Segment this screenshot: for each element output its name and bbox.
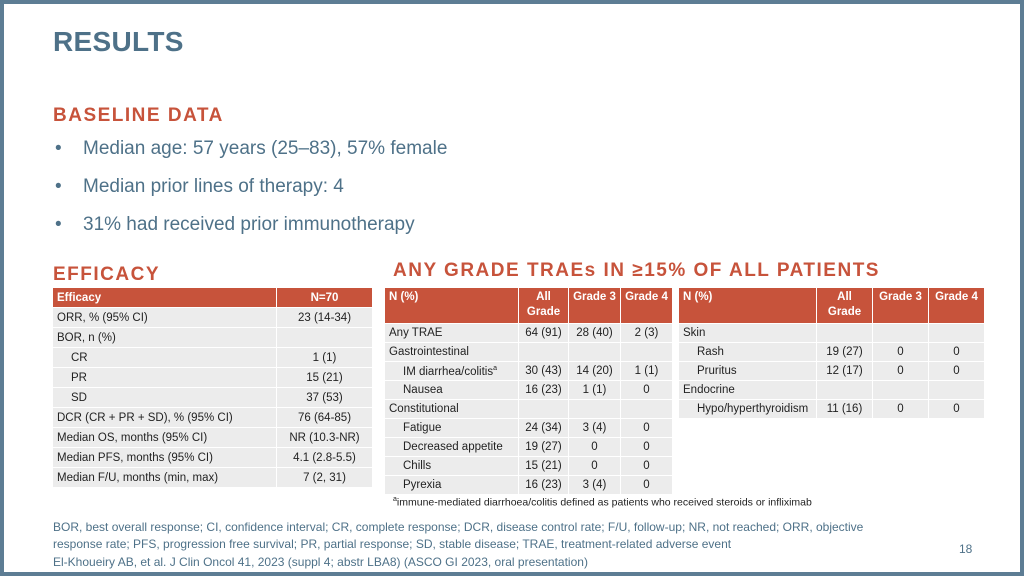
efficacy-table: Efficacy N=70 ORR, % (95% CI) 23 (14-34) … — [52, 287, 373, 488]
table-row: Hypo/hyperthyroidism 11 (16) 0 0 — [678, 399, 985, 419]
table-row: BOR, n (%) — [52, 327, 373, 348]
trae-table-left: N (%) All Grade Grade 3 Grade 4 Any TRAE… — [384, 287, 673, 495]
table-header: N (%) — [384, 287, 519, 324]
baseline-bullets: • Median age: 57 years (25–83), 57% femal… — [53, 137, 447, 251]
table-row: Fatigue 24 (34) 3 (4) 0 — [384, 418, 673, 438]
bullet-icon: • — [55, 138, 62, 159]
table-row: Median OS, months (95% CI) NR (10.3-NR) — [52, 427, 373, 448]
table-row: DCR (CR + PR + SD), % (95% CI) 76 (64-85) — [52, 407, 373, 428]
table-row: Gastrointestinal — [384, 342, 673, 362]
table-row: Rash 19 (27) 0 0 — [678, 342, 985, 362]
table-row: Median F/U, months (min, max) 7 (2, 31) — [52, 467, 373, 488]
table-row: SD 37 (53) — [52, 387, 373, 408]
table-row: CR 1 (1) — [52, 347, 373, 368]
table-header: Grade 4 — [620, 287, 673, 324]
table-header: All Grade — [816, 287, 873, 324]
abbreviations: BOR, best overall response; CI, confiden… — [53, 520, 864, 551]
table-header: Grade 4 — [928, 287, 985, 324]
table-row: Pruritus 12 (17) 0 0 — [678, 361, 985, 381]
reference: El-Khoueiry AB, et al. J Clin Oncol 41, … — [53, 555, 588, 569]
bullet-item: • Median age: 57 years (25–83), 57% femal… — [55, 138, 448, 159]
table-row: Pyrexia 16 (23) 3 (4) 0 — [384, 475, 673, 495]
table-row: Endocrine — [678, 380, 985, 400]
table-header: Efficacy — [52, 287, 277, 308]
table-header: N=70 — [276, 287, 373, 308]
baseline-heading: BASELINE DATA — [53, 105, 224, 126]
table-row: Skin — [678, 323, 985, 343]
trae-table-right: N (%) All Grade Grade 3 Grade 4 Skin Ras… — [678, 287, 985, 419]
slide: RESULTS BASELINE DATA • Median age: 57 ye… — [4, 4, 1020, 572]
table-row: ORR, % (95% CI) 23 (14-34) — [52, 307, 373, 328]
table-header: N (%) — [678, 287, 817, 324]
bullet-item: • 31% had received prior immunotherapy — [55, 214, 415, 235]
table-header: Grade 3 — [568, 287, 621, 324]
table-row: PR 15 (21) — [52, 367, 373, 388]
table-header: Grade 3 — [872, 287, 929, 324]
bullet-icon: • — [55, 214, 62, 235]
table-row: Nausea 16 (23) 1 (1) 0 — [384, 380, 673, 400]
bullet-item: • Median prior lines of therapy: 4 — [55, 176, 344, 197]
page-title: RESULTS — [53, 26, 184, 57]
efficacy-heading: EFFICACY — [53, 264, 160, 285]
traes-heading: ANY GRADE TRAEs IN ≥15% OF ALL PATIENTS — [393, 260, 880, 281]
table-row: Constitutional — [384, 399, 673, 419]
table-header: All Grade — [518, 287, 569, 324]
bullet-icon: • — [55, 176, 62, 197]
table-row: Chills 15 (21) 0 0 — [384, 456, 673, 476]
table-row: Median PFS, months (95% CI) 4.1 (2.8-5.5) — [52, 447, 373, 468]
table-row: Decreased appetite 19 (27) 0 0 — [384, 437, 673, 457]
page-number: 18 — [959, 542, 973, 556]
table-row: IM diarrhea/colitisa 30 (43) 14 (20) 1 (1) — [384, 361, 673, 381]
table-footnote: aimmune-mediated diarrhoea/colitis defin… — [393, 496, 812, 509]
table-row: Any TRAE 64 (91) 28 (40) 2 (3) — [384, 323, 673, 343]
